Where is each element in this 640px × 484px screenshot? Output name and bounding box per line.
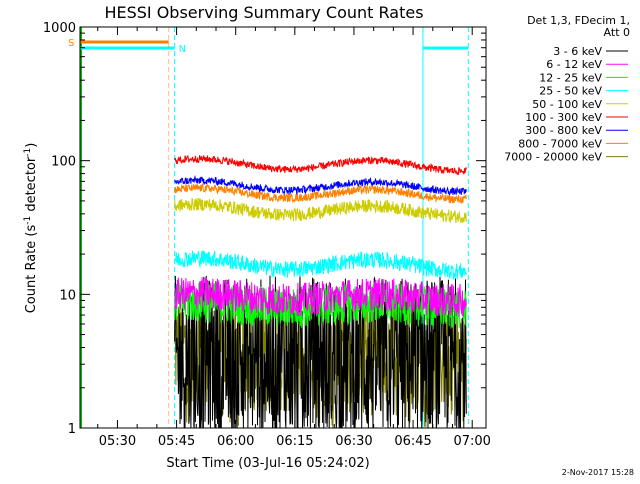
legend-entry-label: 300 - 800 keV: [525, 124, 602, 137]
x-tick-label: 05:45: [158, 434, 195, 449]
legend-entry-label: 50 - 100 keV: [532, 98, 602, 111]
series-line-100-300kev: [174, 154, 467, 176]
series-line-25-50kev: [174, 250, 467, 280]
chart-title: HESSI Observing Summary Count Rates: [104, 3, 423, 22]
legend-entry-label: 12 - 25 keV: [539, 71, 602, 84]
night-flag-label: N: [179, 44, 186, 55]
legend-entry-label: 7000 - 20000 keV: [504, 151, 602, 164]
x-tick-label: 06:45: [394, 434, 431, 449]
x-tick-label: 05:30: [99, 434, 136, 449]
y-tick-label: 1: [68, 422, 76, 437]
x-tick-label: 06:15: [276, 434, 313, 449]
y-axis-label-sup1: -1: [23, 216, 33, 225]
plot-frame: [79, 26, 487, 429]
y-axis-label-main: Count Rate (s: [24, 225, 39, 314]
x-tick-label: 06:30: [335, 434, 372, 449]
y-axis-label-mid: detector: [24, 156, 39, 216]
legend-entry-label: 800 - 7000 keV: [518, 137, 602, 150]
legend-entry-label: 6 - 12 keV: [546, 58, 602, 71]
series-line-6-12kev: [174, 277, 467, 318]
y-axis-label-end: ): [24, 143, 39, 148]
saa-flag-label: S: [68, 38, 74, 49]
y-tick-label: 100: [51, 155, 76, 170]
legend-entry-label: 100 - 300 keV: [525, 111, 602, 124]
y-axis-label-sup2: -1: [23, 148, 33, 157]
axes-layer: 05:30 05:45 06:00 06:15 06:30 06:45 07:00 1 10 10…: [43, 21, 491, 449]
legend-entry-label: 25 - 50 keV: [539, 85, 602, 98]
markers-layer: SN: [68, 27, 469, 428]
y-axis-label: Count Rate (s-1 detector-1): [23, 143, 39, 314]
x-axis-label: Start Time (03-Jul-16 05:24:02): [166, 456, 369, 471]
y-tick-label: 10: [59, 288, 76, 303]
footer-date: 2-Nov-2017 15:28: [561, 468, 634, 477]
series-line-800-7000kev: [174, 182, 467, 204]
series-line-50-100kev: [174, 197, 467, 223]
x-tick-label: 07:00: [453, 434, 490, 449]
series-line-300-800kev: [174, 174, 467, 196]
x-tick-label: 06:00: [217, 434, 254, 449]
series-layer: [174, 154, 467, 429]
legend-header-line-1: Det 1,3, FDecim 1,: [527, 14, 630, 27]
legend-header-line-2: Att 0: [604, 26, 630, 39]
y-tick-label: 1000: [43, 21, 76, 36]
legend-entry-label: 3 - 6 keV: [553, 45, 602, 58]
